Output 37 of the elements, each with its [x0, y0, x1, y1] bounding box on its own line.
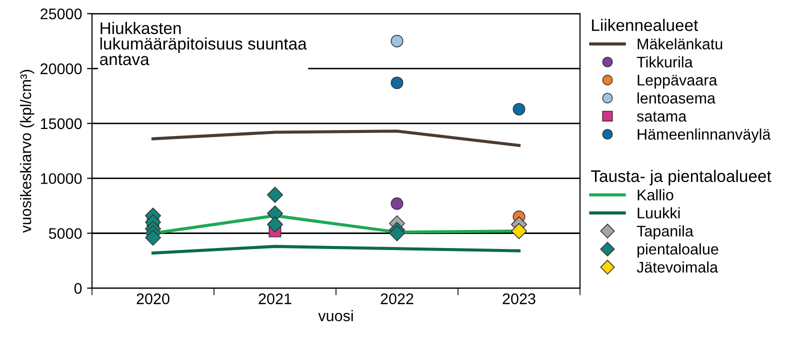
legend-label: Jätevoimala: [636, 261, 718, 273]
legend-label: Tapanila: [636, 225, 694, 240]
point: [512, 102, 526, 116]
x-tick-label: 2023: [502, 293, 536, 304]
point: [388, 225, 406, 242]
y-tick-label: 15000: [40, 118, 82, 130]
legend-label: pientaloalue: [638, 243, 718, 258]
y-tick-label: 10000: [40, 173, 82, 184]
point: [510, 223, 528, 240]
y-axis-title: vuosikeskiarvo (kpl/cm³): [20, 70, 34, 233]
line-series: [151, 130, 521, 147]
text: Hiukkasten lukumääräpitoisuus suuntaa antava: [100, 22, 307, 66]
y-tick-label: 5000: [48, 228, 82, 239]
legend-label: Hämeenlinnanväylä: [638, 128, 771, 143]
point: [390, 197, 404, 210]
point: [144, 230, 162, 246]
x-axis-title: vuosi: [318, 310, 353, 322]
point: [390, 76, 404, 90]
line-series: [151, 244, 521, 255]
y-tick-label: 20000: [40, 63, 82, 74]
x-tick-label: 2021: [258, 293, 292, 304]
y-tick-label: 25000: [40, 8, 82, 20]
legend-title: Liikennealueet: [592, 18, 698, 32]
point: [266, 216, 284, 232]
point: [390, 34, 404, 48]
y-tick-label: 0: [74, 283, 82, 294]
legend-label: lentoasema: [638, 92, 716, 104]
legend-label: Mäkelänkatu: [638, 38, 722, 50]
point: [266, 186, 284, 203]
legend-label: Leppävaara: [638, 74, 718, 89]
legend-label: satama: [636, 112, 687, 122]
legend-label: Luukki: [638, 207, 680, 218]
text: Tausta- ja pientaloalueet: [591, 170, 772, 186]
legend-label: Tikkurila: [636, 56, 693, 68]
legend-label: Kallio: [638, 189, 674, 200]
x-tick-label: 2022: [380, 293, 414, 304]
x-tick-label: 2020: [136, 293, 170, 304]
